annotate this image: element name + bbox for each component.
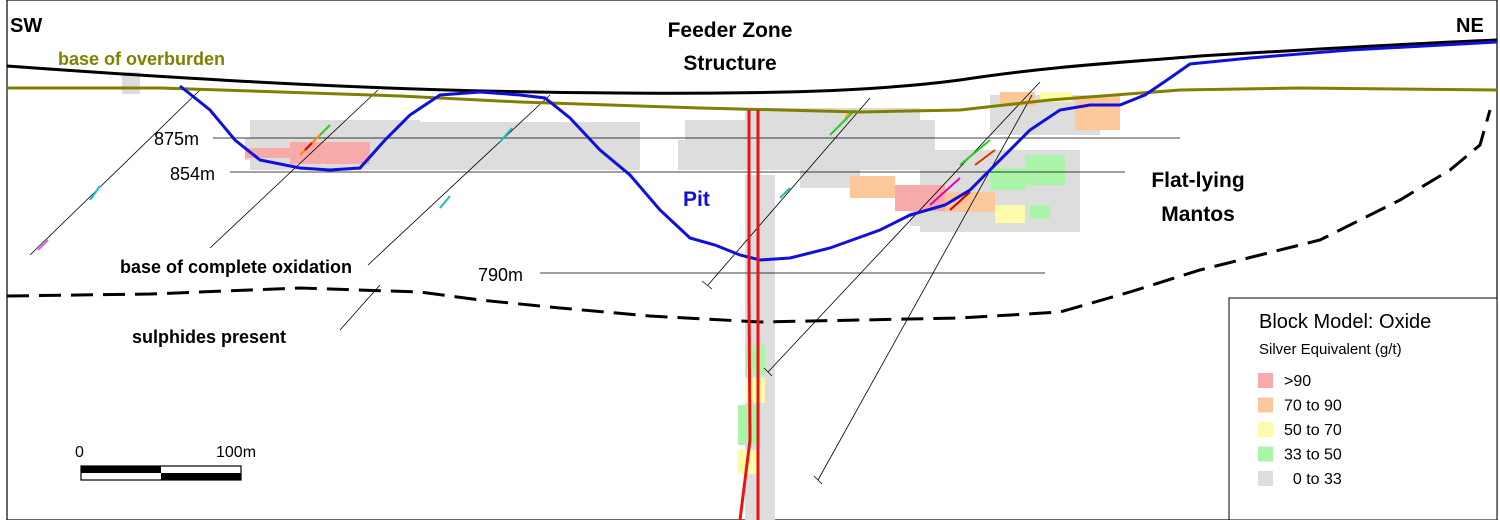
legend: Block Model: Oxide Silver Equivalent (g/… (1228, 297, 1498, 520)
sulphides-present-label: sulphides present (132, 327, 286, 347)
feeder-zone-label-line2: Structure (683, 52, 776, 75)
legend-item-label: 0 to 33 (1284, 471, 1342, 488)
legend-item-label: 33 to 50 (1284, 447, 1342, 464)
scale-bar-end-label: 100m (216, 444, 256, 461)
scale-bar: 0 100m (75, 444, 256, 481)
legend-swatch (1258, 373, 1273, 388)
legend-swatch (1258, 471, 1273, 486)
block-model-colored (245, 92, 1120, 474)
legend-title: Block Model: Oxide (1259, 311, 1431, 333)
legend-item-label: 70 to 90 (1284, 398, 1342, 415)
orientation-sw-label: SW (10, 15, 42, 37)
legend-item-label: >90 (1284, 373, 1311, 390)
legend-items: >90 70 to 90 50 to 70 33 to 50 0 to 33 (1258, 373, 1342, 488)
legend-swatch (1258, 397, 1273, 413)
elevation-790-label: 790m (478, 265, 523, 285)
feeder-zone-structure (738, 110, 760, 520)
flat-lying-label-line1: Flat-lying (1151, 169, 1244, 192)
feeder-zone-label-line1: Feeder Zone (668, 19, 793, 42)
base-complete-oxidation-label: base of complete oxidation (120, 257, 352, 277)
elevation-lines (213, 137, 1180, 274)
base-of-overburden-label: base of overburden (58, 49, 225, 69)
legend-swatch (1258, 422, 1273, 437)
sulphides-dashed-line (6, 109, 1492, 324)
legend-item-label: 50 to 70 (1284, 422, 1342, 439)
elevation-854-label: 854m (170, 164, 215, 184)
legend-swatch (1258, 446, 1273, 462)
scale-bar-start-label: 0 (75, 444, 84, 461)
assay-marks (37, 109, 996, 251)
base-of-overburden-line (7, 86, 1498, 114)
flat-lying-label-line2: Mantos (1161, 203, 1235, 226)
orientation-ne-label: NE (1456, 15, 1484, 37)
topography-line (6, 38, 1498, 95)
pit-outline (179, 40, 1498, 262)
legend-subtitle: Silver Equivalent (g/t) (1259, 341, 1402, 358)
elevation-875-label: 875m (154, 129, 199, 149)
pit-label: Pit (683, 188, 710, 211)
